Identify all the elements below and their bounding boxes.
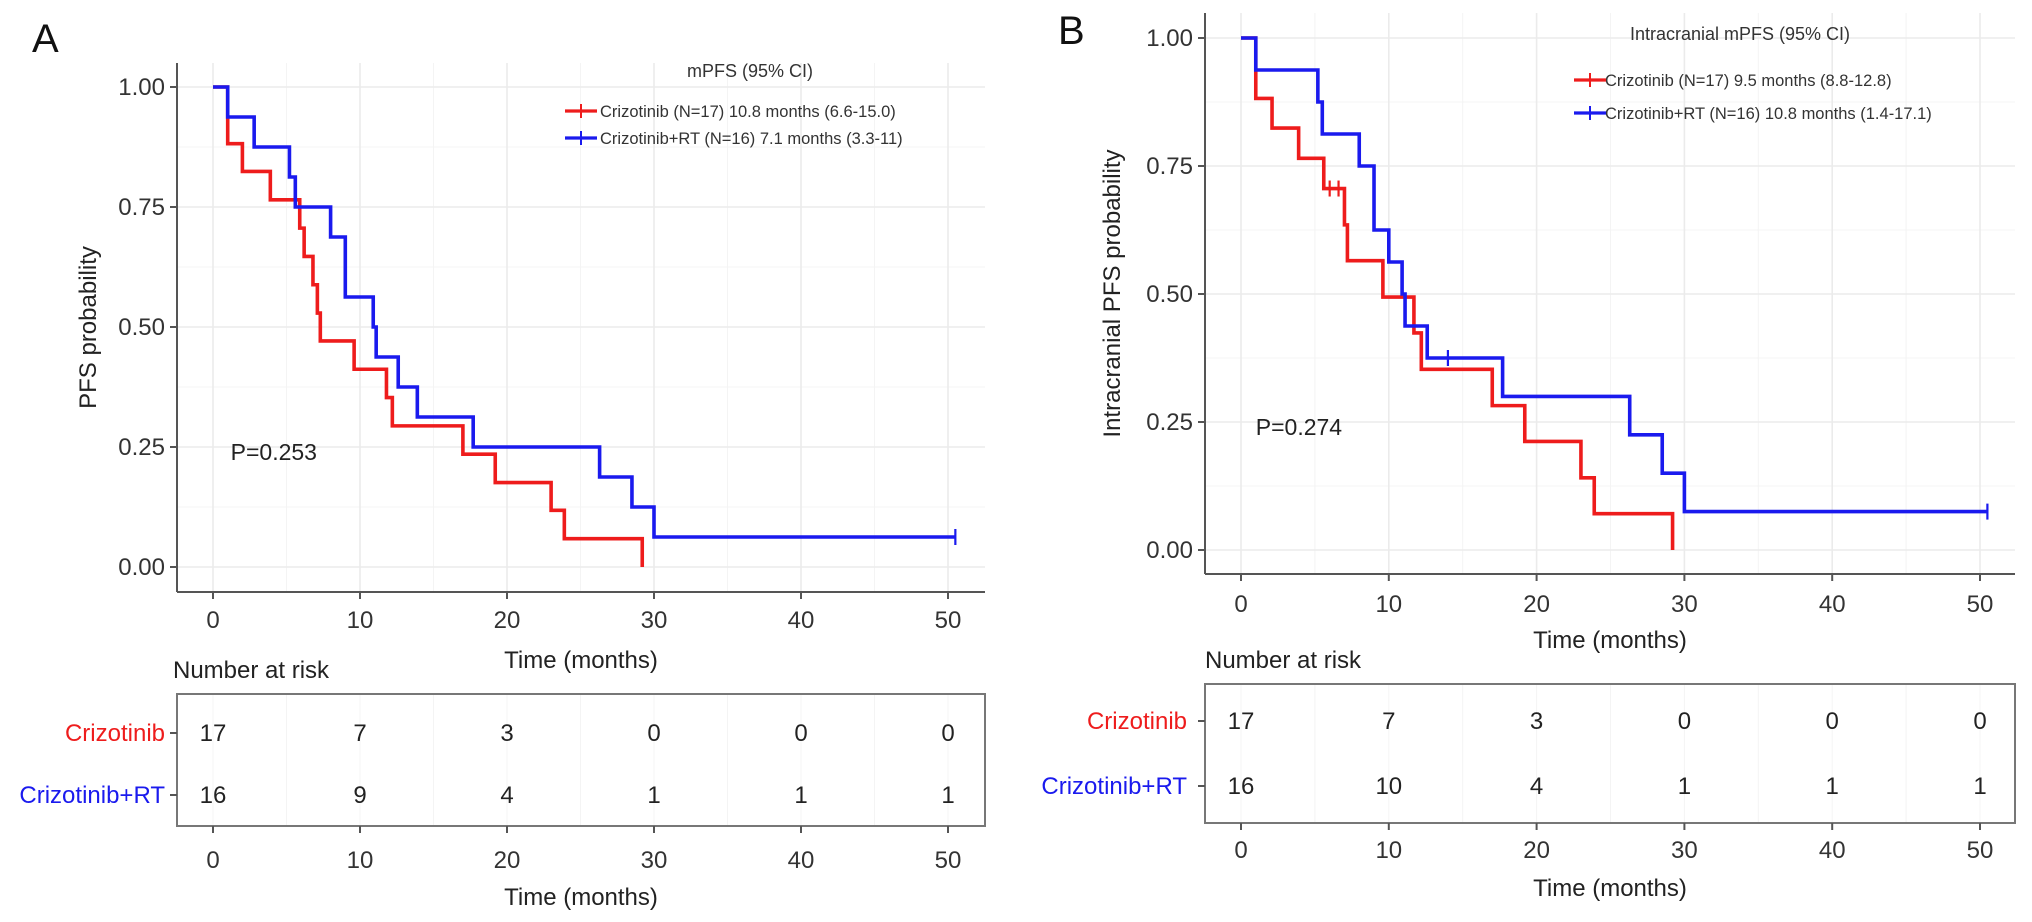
panel-b-y-axis-title: Intracranial PFS probability: [1099, 149, 1126, 437]
panel-b-x-tick-label: 10: [1375, 591, 1402, 618]
panel-a-axes: 0.00 0.25 0.50 0.75 1.00 0 10 20 30 40 50: [118, 63, 985, 634]
panel-a-legend: mPFS (95% CI) Crizotinib (N=17) 10.8 mon…: [565, 61, 903, 148]
panel-b-risk-value: 10: [1375, 773, 1402, 800]
panel-a-x-tick-label: 40: [788, 607, 815, 634]
panel-b-legend-title: Intracranial mPFS (95% CI): [1630, 24, 1850, 44]
panel-b-risk-row-label: Crizotinib+RT: [1041, 773, 1187, 800]
panel-b-risk-value: 4: [1530, 773, 1543, 800]
panel-b-risk-box: [1204, 683, 2016, 824]
panel-b-risk-x-tick-label: 50: [1967, 837, 1994, 864]
panel-b-y-tick-label: 0.25: [1146, 409, 1193, 436]
panel-a-y-tick-label: 1.00: [118, 74, 165, 101]
panel-b-risk-x-axis-title: Time (months): [1533, 875, 1687, 902]
panel-b-label: B: [1058, 9, 1085, 53]
panel-b-x-tick-label: 0: [1234, 591, 1247, 618]
panel-b-x-axis-title: Time (months): [1533, 627, 1687, 654]
panel-b-y-tick-label: 0.75: [1146, 153, 1193, 180]
panel-a-x-tick-label: 10: [347, 607, 374, 634]
panel-a-risk-value: 17: [200, 720, 227, 747]
panel-a-x-tick-label: 50: [935, 607, 962, 634]
panel-a-risk-box: [176, 693, 986, 827]
panel-b-grid: [1205, 13, 2015, 574]
panel-a-risk-value: 0: [794, 720, 807, 747]
panel-b-risk-value: 0: [1678, 708, 1691, 735]
panel-b-x-tick-label: 20: [1523, 591, 1550, 618]
panel-a-risk-row-label: Crizotinib+RT: [19, 782, 165, 809]
panel-b-y-tick-label: 1.00: [1146, 25, 1193, 52]
panel-b-curve-crizotinib: [1241, 36, 1675, 550]
panel-b-risk-value: 7: [1382, 708, 1395, 735]
panel-a-risk-value: 16: [200, 782, 227, 809]
panel-b-risk-value: 3: [1530, 708, 1543, 735]
panel-a-y-tick-label: 0.00: [118, 554, 165, 581]
panel-a-legend-entry-crizotinib: Crizotinib (N=17) 10.8 months (6.6-15.0): [600, 103, 896, 121]
panel-b-legend: Intracranial mPFS (95% CI) Crizotinib (N…: [1574, 24, 1932, 123]
panel-b-risk-x-tick-label: 20: [1523, 837, 1550, 864]
panel-a-risk-row-label: Crizotinib: [65, 720, 165, 747]
panel-b-legend-entry-crizotinib: Crizotinib (N=17) 9.5 months (8.8-12.8): [1605, 72, 1892, 90]
panel-a-curves: [213, 85, 957, 567]
panel-a-x-axis-title: Time (months): [504, 647, 658, 674]
panel-b-curve-crizotinib-rt: [1241, 36, 1988, 514]
panel-a-risk-value: 4: [500, 782, 513, 809]
panel-a-risk-x-tick-label: 10: [347, 847, 374, 874]
panel-a-p-value: P=0.253: [231, 439, 317, 465]
panel-b-axes: 0.00 0.25 0.50 0.75 1.00 0 10 20 30 40 50: [1146, 13, 2015, 618]
panel-b-x-tick-label: 50: [1967, 591, 1994, 618]
panel-a-risk-value: 9: [353, 782, 366, 809]
panel-b-risk-x-tick-label: 0: [1234, 837, 1247, 864]
panel-a-legend-entry-crizotinib-rt: Crizotinib+RT (N=16) 7.1 months (3.3-11): [600, 130, 903, 148]
panel-a-x-tick-label: 0: [206, 607, 219, 634]
panel-a-y-tick-label: 0.75: [118, 194, 165, 221]
panel-a-risk-value: 1: [647, 782, 660, 809]
panel-b-risk-value: 1: [1678, 773, 1691, 800]
panel-b-x-tick-label: 30: [1671, 591, 1698, 618]
panel-a-risk-value: 7: [353, 720, 366, 747]
panel-a-risk-table-title: Number at risk: [173, 657, 330, 684]
panel-b-y-tick-label: 0.00: [1146, 537, 1193, 564]
panel-a-risk-value: 1: [794, 782, 807, 809]
panel-a-grid: [177, 63, 985, 592]
panel-b-risk-value: 0: [1973, 708, 1986, 735]
panel-b-risk-value: 1: [1973, 773, 1986, 800]
panel-b-curves: [1241, 36, 1989, 550]
panel-a-risk-x-tick-label: 20: [494, 847, 521, 874]
panel-a-label: A: [32, 17, 59, 61]
panel-a-legend-title: mPFS (95% CI): [687, 61, 813, 81]
panel-b-risk-x-tick-label: 30: [1671, 837, 1698, 864]
panel-a-x-tick-label: 20: [494, 607, 521, 634]
panel-a-x-tick-label: 30: [641, 607, 668, 634]
panel-b-risk-value: 1: [1826, 773, 1839, 800]
panel-b-risk-value: 17: [1228, 708, 1255, 735]
panel-b-y-tick-label: 0.50: [1146, 281, 1193, 308]
panel-b-risk-table-title: Number at risk: [1205, 647, 1362, 674]
panel-b-x-tick-label: 40: [1819, 591, 1846, 618]
panel-a-risk-value: 0: [647, 720, 660, 747]
panel-a-risk-x-tick-label: 40: [788, 847, 815, 874]
panel-b-risk-value: 0: [1826, 708, 1839, 735]
panel-a-curve-crizotinib: [213, 85, 645, 567]
panel-a-risk-value: 3: [500, 720, 513, 747]
panel-a-risk-value: 0: [941, 720, 954, 747]
panel-a: A 0.000.250.500.751.000 10 20 30 40 50 P=0.25…: [19, 17, 986, 911]
panel-b-risk-x-tick-label: 10: [1375, 837, 1402, 864]
panel-a-y-axis-title: PFS probability: [75, 246, 102, 409]
panel-a-risk-x-tick-label: 50: [935, 847, 962, 874]
panel-b-legend-entry-crizotinib-rt: Crizotinib+RT (N=16) 10.8 months (1.4-17…: [1605, 105, 1932, 123]
panel-a-y-tick-label: 0.25: [118, 434, 165, 461]
panel-b-risk-x-tick-label: 40: [1819, 837, 1846, 864]
panel-b-p-value: P=0.274: [1256, 414, 1343, 440]
panel-a-risk-x-tick-label: 0: [206, 847, 219, 874]
panel-a-curve-crizotinib-rt: [213, 85, 956, 539]
panel-a-y-tick-label: 0.50: [118, 314, 165, 341]
panel-b-risk-value: 16: [1228, 773, 1255, 800]
panel-b: B 0.000.250.500.751.000 10 20 30 40 50 P=0.27…: [1041, 9, 2016, 902]
panel-a-risk-x-axis-title: Time (months): [504, 884, 658, 911]
panel-a-risk-value: 1: [941, 782, 954, 809]
panel-a-risk-x-tick-label: 30: [641, 847, 668, 874]
panel-b-risk-row-label: Crizotinib: [1087, 708, 1187, 735]
